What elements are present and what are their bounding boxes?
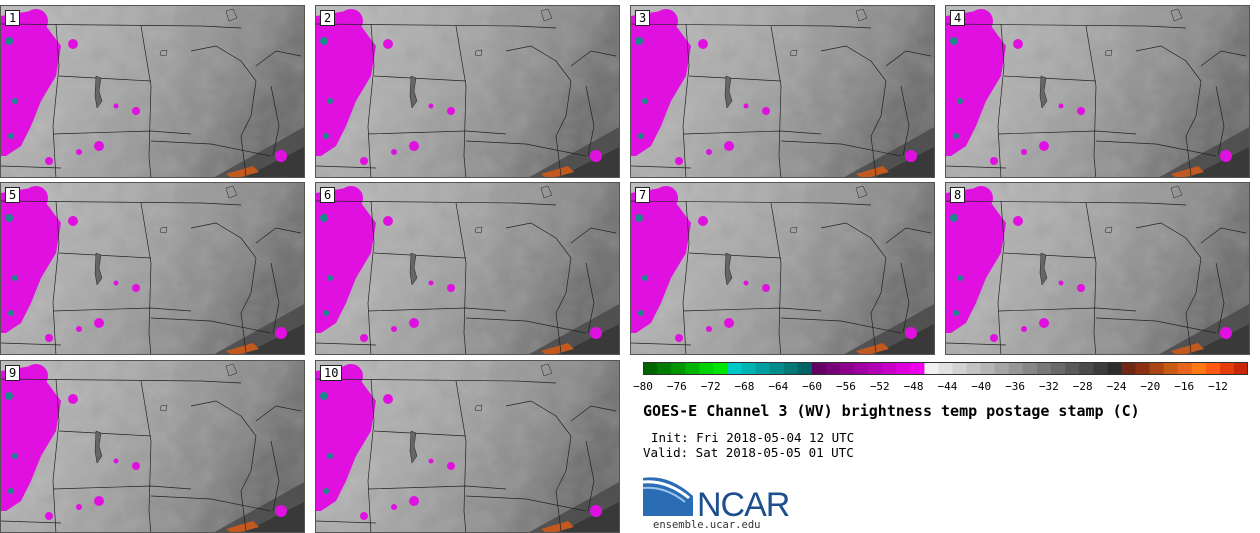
colorbar-swatch [1022,362,1038,375]
colorbar-swatch [797,362,813,375]
colorbar-swatch [924,362,939,375]
colorbar-swatch [854,362,869,375]
panel-number: 9 [5,365,21,381]
colorbar-swatch [1051,362,1066,375]
map-image [1,6,305,178]
panel-number: 2 [320,10,336,26]
panel-number: 1 [5,10,21,26]
colorbar-swatch [1107,362,1122,375]
colorbar-swatch [1065,362,1080,375]
panel-number: 5 [5,187,21,203]
colorbar-tick-label: −64 [768,380,789,393]
colorbar-swatch [938,362,954,375]
colorbar-tick-label: −56 [836,380,856,393]
colorbar-tick-label: −48 [903,380,924,393]
colorbar-tick-label: −20 [1140,380,1161,393]
panel-number: 6 [320,187,336,203]
panel-number: 4 [950,10,966,26]
figure-title: GOES-E Channel 3 (WV) brightness temp po… [643,402,1140,420]
colorbar-swatch [1205,362,1221,375]
panel-10: 10 [315,360,620,533]
init-time: Init: Fri 2018-05-04 12 UTC [651,430,855,445]
colorbar-tick-label: −36 [1005,380,1025,393]
colorbar-tick-label: −60 [802,380,823,393]
panel-1: 1 [0,5,305,178]
colorbar-swatch [952,362,968,375]
colorbar-swatch [825,362,841,375]
map-image [316,183,620,355]
colorbar-swatch [1191,362,1207,375]
panel-7: 7 [630,182,935,355]
colorbar-tick-label: −16 [1174,380,1195,393]
colorbar-tick-label: −24 [1106,380,1127,393]
colorbar-swatch [643,362,658,375]
colorbar-tick-label: −28 [1072,380,1093,393]
colorbar-swatch [741,362,757,375]
colorbar-swatch [811,362,827,375]
colorbar-swatch [727,362,742,375]
colorbar-swatch [839,362,855,375]
panel-number: 3 [635,10,651,26]
colorbar-tick-label: −80 [633,380,653,393]
colorbar-tick-label: −76 [666,380,687,393]
colorbar-swatch [980,362,996,375]
ncar-logo-icon [643,477,693,516]
panel-2: 2 [315,5,620,178]
colorbar-swatch [1219,362,1235,375]
colorbar-swatch [1163,362,1179,375]
colorbar-swatch [1079,362,1094,375]
colorbar-swatch [685,362,700,375]
colorbar-swatch [1233,362,1248,375]
website-url: ensemble.ucar.edu [653,519,761,531]
colorbar-swatch [657,362,672,375]
colorbar-swatch [1008,362,1024,375]
panel-4: 4 [945,5,1250,178]
map-image [1,361,305,533]
colorbar-tick-label: −72 [700,380,721,393]
map-image [631,6,935,178]
panel-number: 10 [320,365,343,381]
colorbar-swatch [882,362,897,375]
colorbar-swatch [966,362,982,375]
panel-9: 9 [0,360,305,533]
panel-number: 7 [635,187,651,203]
colorbar-tick-label: −32 [1038,380,1059,393]
map-image [316,361,620,533]
colorbar-swatch [1135,362,1151,375]
colorbar-swatch [994,362,1010,375]
map-image [946,6,1250,178]
colorbar-swatch [671,362,686,375]
valid-time: Valid: Sat 2018-05-05 01 UTC [643,445,854,460]
panel-6: 6 [315,182,620,355]
colorbar-swatch [1177,362,1193,375]
colorbar-swatch [783,362,799,375]
colorbar-swatch [755,362,771,375]
colorbar-swatch [769,362,785,375]
colorbar-swatch [1121,362,1136,375]
colorbar-tick-label: −12 [1208,380,1228,393]
colorbar-swatch [1149,362,1165,375]
colorbar-swatch [1093,362,1108,375]
colorbar-tick-label: −44 [937,380,958,393]
colorbar [643,362,1248,375]
map-image [631,183,935,355]
colorbar-swatch [896,362,911,375]
colorbar-tick-label: −52 [869,380,890,393]
panel-5: 5 [0,182,305,355]
logo-text: NCAR [697,486,790,524]
map-image [316,6,620,178]
colorbar-swatch [868,362,883,375]
map-image [1,183,305,355]
colorbar-border [643,362,1248,375]
colorbar-tick-label: −40 [971,380,992,393]
colorbar-swatch [910,362,925,375]
colorbar-swatch [1036,362,1052,375]
map-image [946,183,1250,355]
colorbar-tick-label: −68 [734,380,755,393]
panel-8: 8 [945,182,1250,355]
panel-number: 8 [950,187,966,203]
panel-3: 3 [630,5,935,178]
colorbar-swatch [699,362,714,375]
colorbar-swatch [713,362,728,375]
